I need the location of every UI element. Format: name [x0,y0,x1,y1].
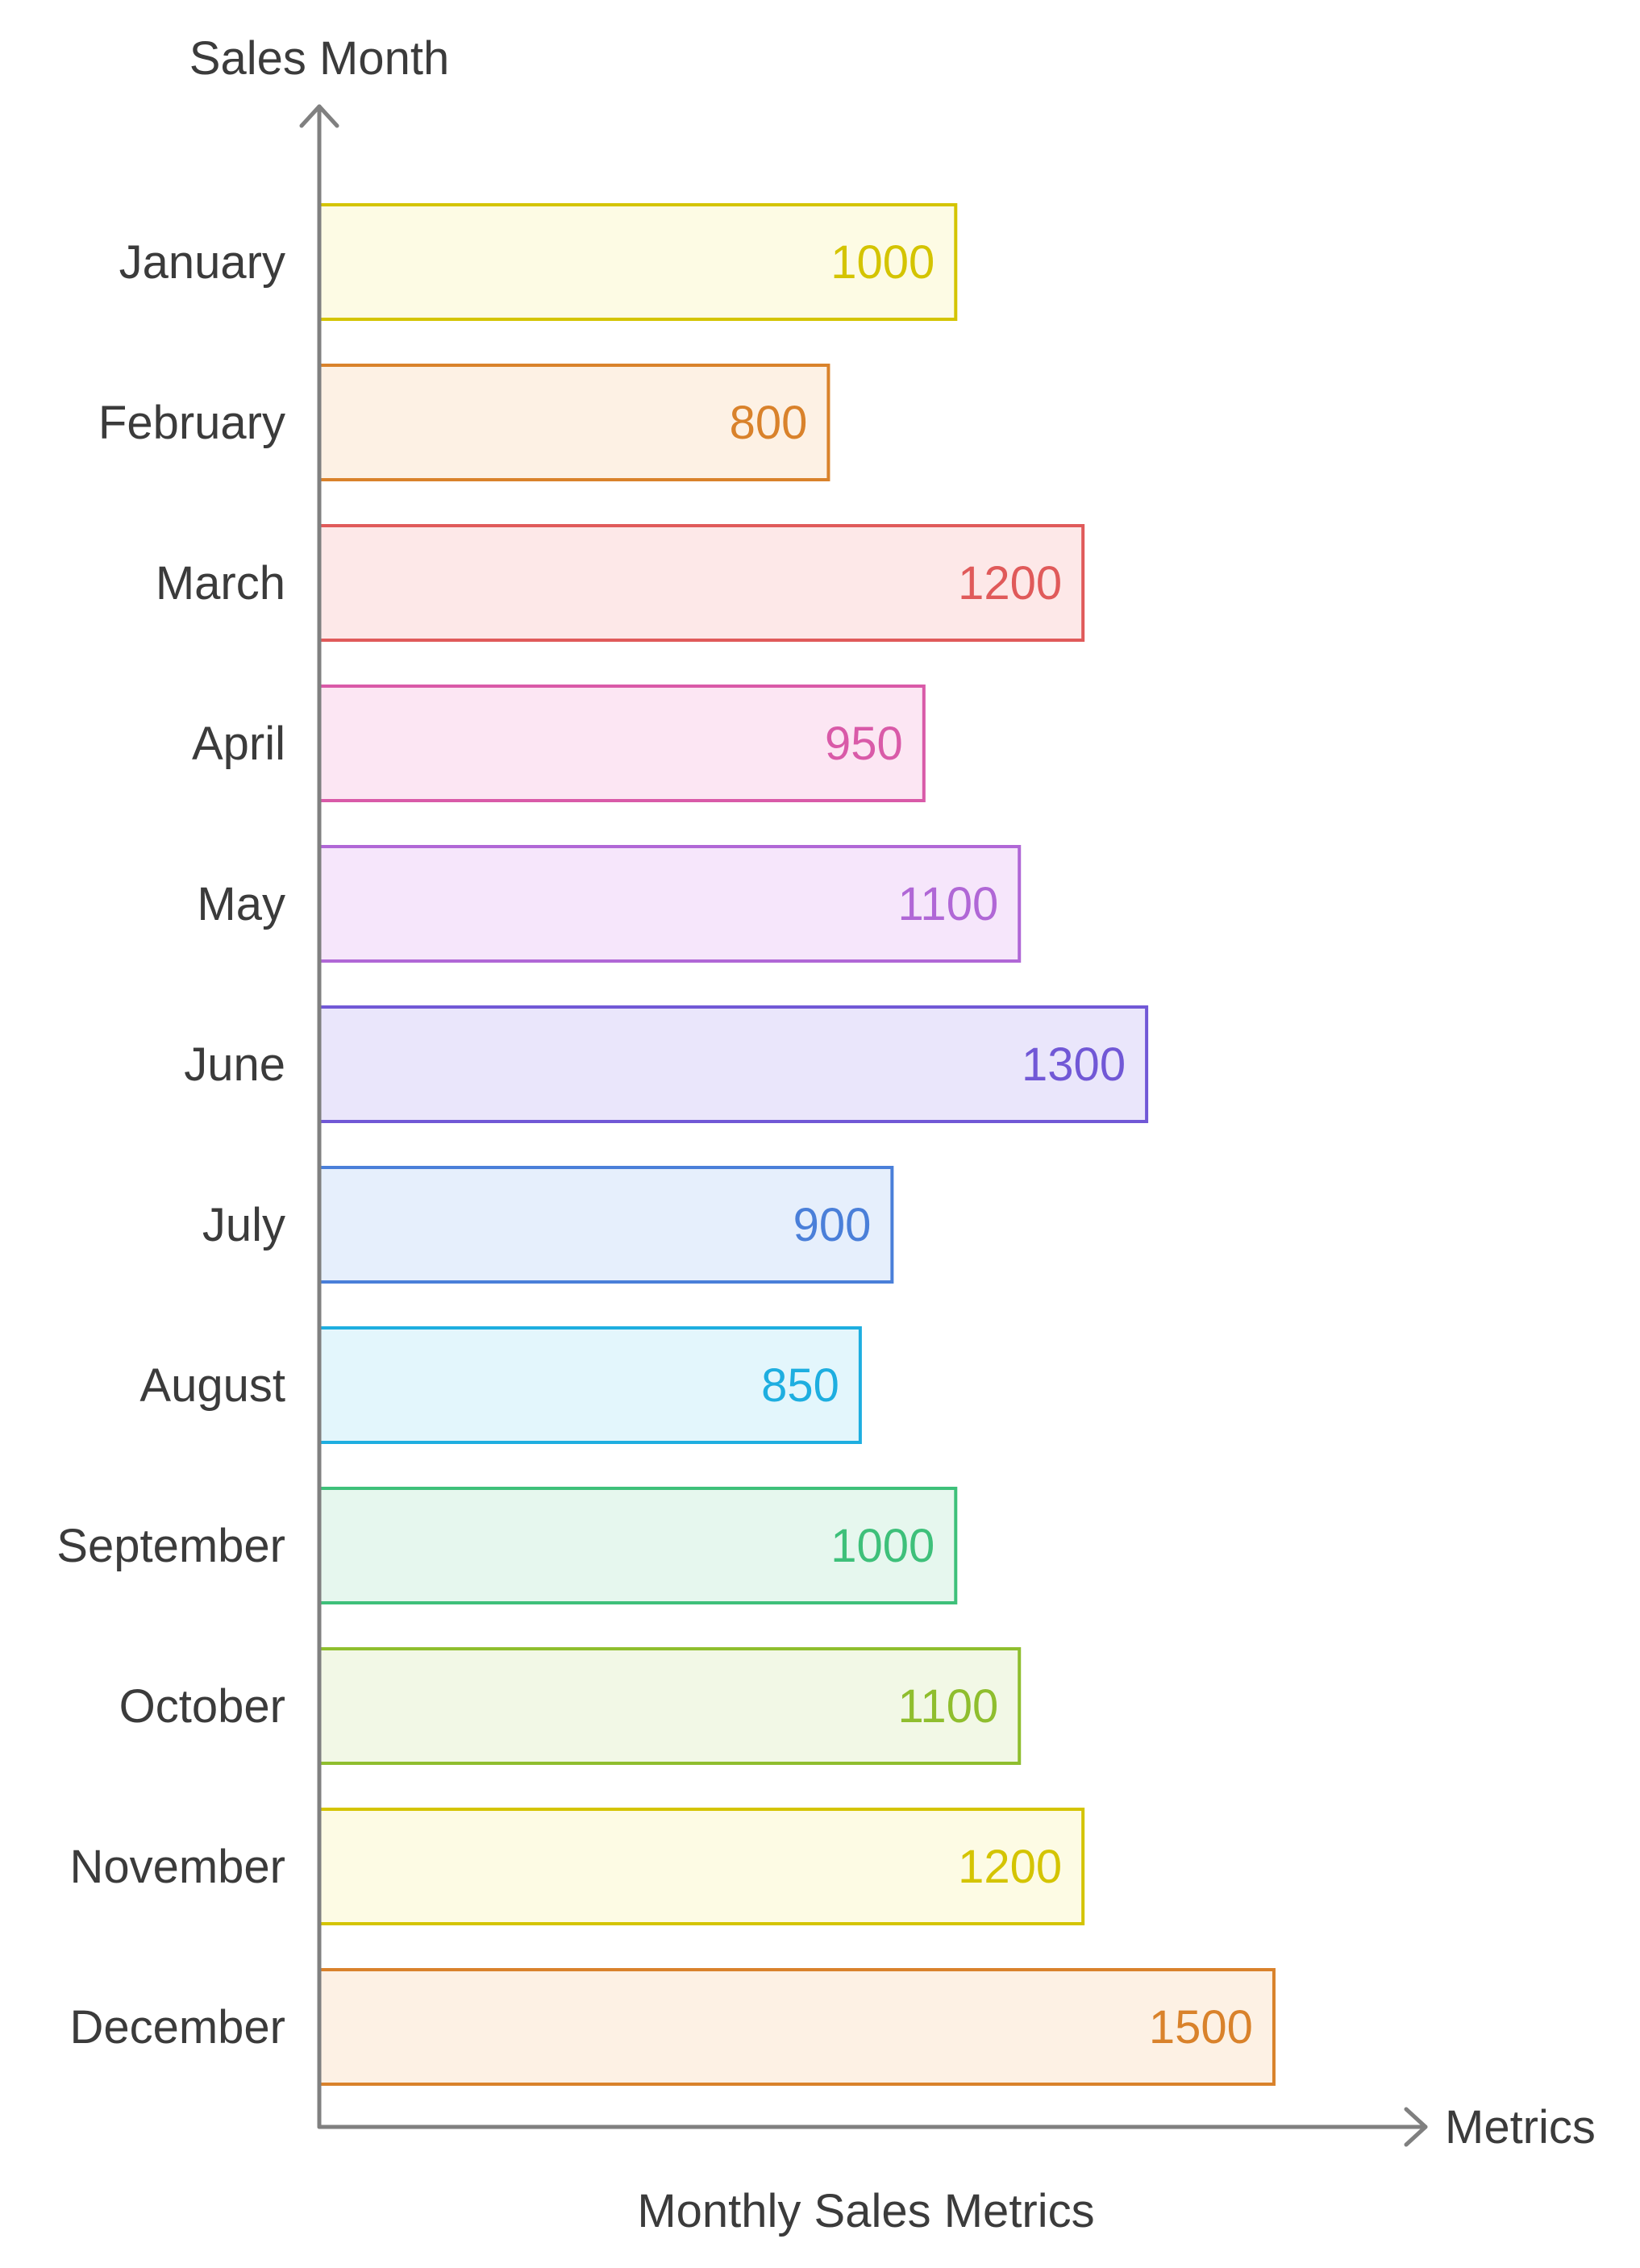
axes-layer [299,104,1428,2147]
category-label-january: January [119,236,285,289]
bar-april [318,685,926,802]
category-label-august: August [139,1359,285,1412]
value-label-january: 1000 [830,236,934,289]
value-label-september: 1000 [830,1520,934,1572]
bar-december [318,1968,1276,2086]
value-label-april: 950 [825,718,903,770]
bar-october [318,1647,1022,1765]
bar-may [318,845,1022,963]
value-label-november: 1200 [958,1841,1062,1893]
value-label-june: 1300 [1022,1038,1126,1091]
value-label-august: 850 [761,1359,839,1412]
category-label-october: October [119,1680,285,1733]
value-label-july: 900 [793,1199,872,1251]
category-label-november: November [69,1841,285,1893]
value-label-may: 1100 [897,878,998,930]
bar-january [318,203,958,321]
bar-march [318,524,1085,642]
bar-february [318,364,830,481]
value-label-february: 800 [730,397,808,449]
chart-title: Monthly Sales Metrics [637,2185,1094,2237]
category-label-july: July [202,1199,285,1251]
category-label-april: April [192,718,285,770]
value-label-march: 1200 [958,557,1062,610]
category-label-march: March [156,557,285,610]
labels-layer: 1000 January 800 February 1200 March 950 April 1… [56,236,1253,2054]
value-label-december: 1500 [1149,2001,1253,2054]
x-axis-arrow-icon [1404,2107,1428,2147]
y-axis-arrow-icon [299,104,339,128]
bar-november [318,1808,1085,1925]
category-label-june: June [184,1038,285,1091]
y-axis-title: Sales Month [189,32,449,85]
category-label-may: May [197,878,285,930]
value-label-october: 1100 [897,1680,998,1733]
bars-layer [318,203,1276,2086]
bar-july [318,1166,894,1284]
x-axis-title: Metrics [1445,2101,1596,2154]
category-label-february: February [98,397,285,449]
category-label-december: December [69,2001,285,2054]
category-label-september: September [56,1520,285,1572]
